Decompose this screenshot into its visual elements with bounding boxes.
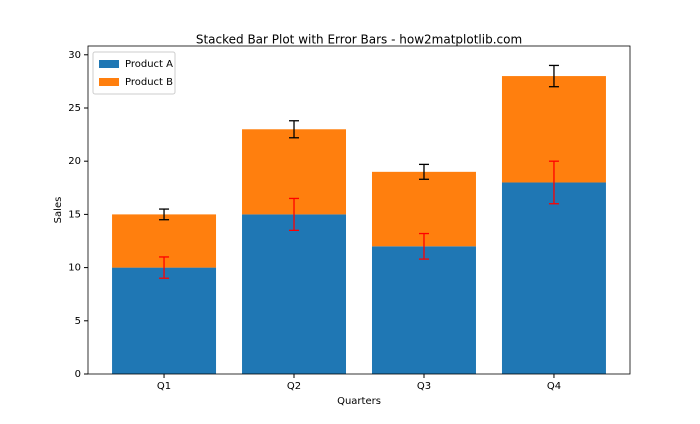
y-tick-label: 20 [68, 156, 81, 167]
plot-frame [87, 45, 631, 375]
y-axis-label: Sales [53, 197, 64, 224]
y-tick-label: 30 [68, 50, 81, 61]
error-bar [159, 256, 170, 279]
chart-title: Stacked Bar Plot with Error Bars - how2m… [196, 33, 522, 47]
y-tick-label: 0 [75, 369, 81, 380]
error-bar [548, 64, 559, 88]
error-bar [418, 163, 429, 180]
bar [371, 246, 476, 374]
x-tick-label: Q4 [547, 381, 561, 392]
error-bar [159, 208, 170, 221]
y-tick-label: 10 [68, 263, 81, 274]
x-tick-label: Q3 [417, 381, 431, 392]
legend-label: Product A [125, 59, 173, 70]
x-tick-label: Q1 [157, 381, 171, 392]
error-bar [418, 232, 429, 260]
bar [501, 182, 606, 374]
error-bar [289, 120, 300, 139]
bar [242, 214, 347, 374]
y-tick-label: 5 [75, 316, 81, 327]
error-bar [289, 197, 300, 232]
x-axis-label: Quarters [337, 396, 381, 407]
x-tick-label: Q2 [287, 381, 301, 392]
bar [112, 267, 217, 374]
legend-swatch [99, 78, 119, 86]
legend-label: Product B [125, 77, 173, 88]
legend-swatch [99, 60, 119, 68]
y-tick-label: 25 [68, 103, 81, 114]
y-tick-label: 15 [68, 209, 81, 220]
error-bar [548, 160, 559, 205]
